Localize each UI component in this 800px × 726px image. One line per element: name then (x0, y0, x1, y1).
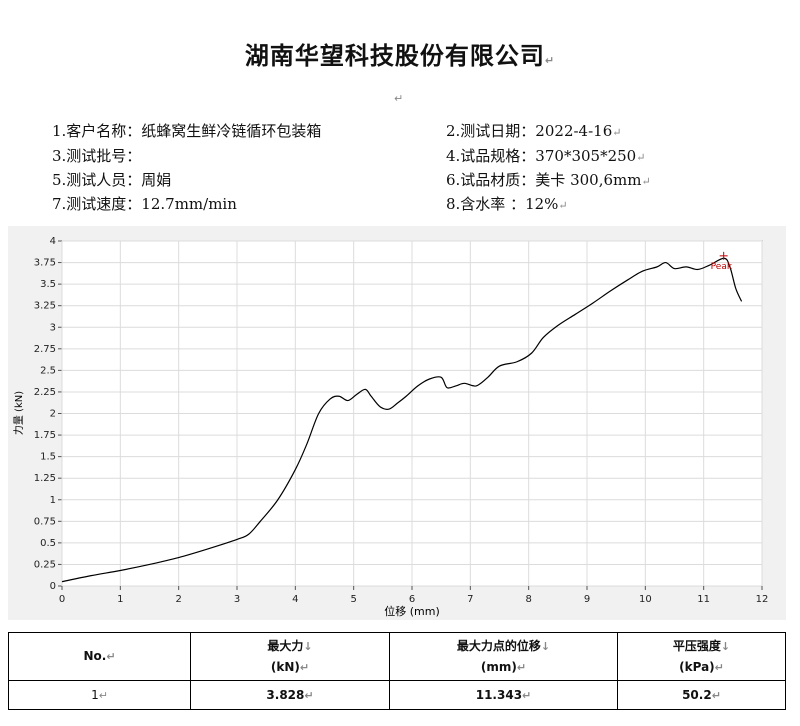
x-tick-label: 12 (756, 594, 769, 605)
x-axis-label: 位移 (mm) (384, 604, 440, 618)
info-spec: 4.试品规格：370*305*250↵ (446, 147, 646, 165)
y-tick-label: 1.25 (34, 473, 56, 484)
results-table: No.↵ 最大力↓ (kN)↵ 最大力点的位移↓ (mm)↵ 平压强度↓ (kP… (8, 632, 786, 710)
chart-svg: 0 0.25 0.5 0.75 1 1.25 1.5 1.75 2 2.25 2.5 2.75 3 3.2… (12, 236, 769, 618)
cell-peak-displacement: 11.343↵ (389, 680, 618, 710)
x-tick-label: 2 (175, 594, 181, 605)
force-curve (61, 257, 743, 583)
y-tick-label: 3.25 (34, 301, 56, 312)
info-batch-no: 3.测试批号： (52, 147, 142, 165)
x-tick-label: 8 (525, 594, 531, 605)
y-tick-labels: 0 0.25 0.5 0.75 1 1.25 1.5 1.75 2 2.25 2.5 2.75 3 3.2… (34, 236, 56, 592)
cell-flat-crush-strength: 50.2↵ (617, 680, 786, 710)
x-tick-label: 1 (117, 594, 123, 605)
y-tick-label: 4 (50, 236, 56, 247)
info-customer: 1.客户名称：纸蜂窝生鲜冷链循环包装箱 (52, 122, 322, 140)
x-tick-label: 9 (584, 594, 590, 605)
y-tick-label: 2 (50, 409, 56, 420)
x-tick-label: 10 (639, 594, 652, 605)
y-tick-label: 3 (50, 322, 56, 333)
header-peak-displacement: 最大力点的位移↓ (mm)↵ (389, 632, 618, 681)
x-tick-label: 11 (697, 594, 710, 605)
x-tick-label: 7 (467, 594, 473, 605)
cell-no: 1↵ (8, 680, 191, 710)
table-row: 1↵ 3.828↵ 11.343↵ 50.2↵ (8, 680, 786, 710)
info-moisture: 8.含水率 ：12%↵ (446, 195, 568, 213)
y-tick-label: 0.25 (34, 559, 56, 570)
x-tick-label: 4 (292, 594, 298, 605)
peak-marker (719, 251, 728, 260)
y-tick-label: 2.75 (34, 344, 56, 355)
x-tick-label: 5 (350, 594, 356, 605)
x-tick-label: 3 (234, 594, 240, 605)
y-tick-label: 2.25 (34, 387, 56, 398)
force-displacement-chart: 0 0.25 0.5 0.75 1 1.25 1.5 1.75 2 2.25 2.5 2.75 3 3.2… (8, 226, 786, 620)
y-tick-label: 1.5 (40, 452, 56, 463)
y-tick-label: 3.75 (34, 258, 56, 269)
x-tick-labels: 0 1 2 3 4 5 6 7 8 9 10 11 12 (59, 594, 769, 605)
info-tester: 5.测试人员：周娟 (52, 171, 172, 189)
y-tick-label: 3.5 (40, 279, 56, 290)
y-tick-label: 0 (50, 581, 56, 592)
x-tick-label: 0 (59, 594, 65, 605)
header-max-force: 最大力↓ (kN)↵ (190, 632, 390, 681)
y-tick-label: 1.75 (34, 430, 56, 441)
peak-label: Peak (711, 262, 733, 272)
y-axis-label: 力量 (kN) (12, 391, 25, 435)
company-title: 湖南华望科技股份有限公司↵ (244, 42, 556, 70)
header-flat-crush-strength: 平压强度↓ (kPa)↵ (617, 632, 786, 681)
info-test-date: 2.测试日期：2022-4-16↵ (446, 122, 622, 140)
y-tick-label: 1 (50, 495, 56, 506)
x-tick-label: 6 (409, 594, 415, 605)
cell-max-force: 3.828↵ (190, 680, 390, 710)
info-material: 6.试品材质：美卡 300,6mm↵ (446, 171, 651, 189)
grid-lines (58, 240, 763, 590)
header-no: No.↵ (8, 632, 191, 681)
y-tick-label: 0.5 (40, 538, 56, 549)
paragraph-mark: ↵ (394, 92, 404, 105)
table-header-row: No.↵ 最大力↓ (kN)↵ 最大力点的位移↓ (mm)↵ 平压强度↓ (kP… (8, 632, 786, 681)
y-tick-label: 0.75 (34, 516, 56, 527)
info-speed: 7.测试速度：12.7mm/min (52, 195, 237, 213)
y-tick-label: 2.5 (40, 365, 56, 376)
